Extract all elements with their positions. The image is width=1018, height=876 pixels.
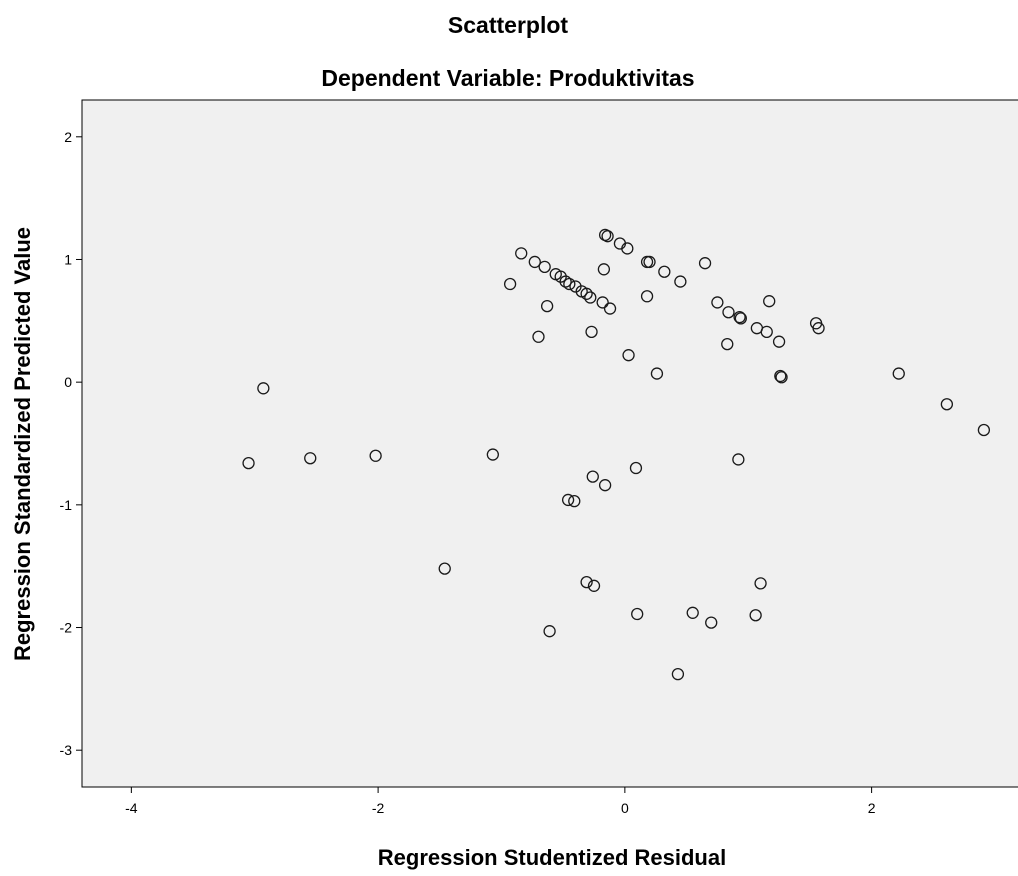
scatter-point [772, 335, 786, 348]
scatter-point [540, 299, 554, 313]
scatter-point [734, 312, 747, 325]
scatter-point [629, 461, 643, 475]
scatter-point [749, 609, 762, 622]
scatter-point [892, 367, 905, 380]
scatter-point [711, 296, 724, 309]
scatter-point [686, 606, 699, 619]
scatter-point [658, 265, 671, 278]
scatter-point [561, 493, 575, 507]
y-tick-label: -1 [60, 497, 73, 513]
scatter-point [722, 306, 735, 319]
scatter-point [586, 470, 599, 483]
scatter-point [733, 310, 746, 324]
scatter-point [585, 325, 598, 339]
scatter-point [528, 255, 541, 269]
y-tick-label: 1 [64, 251, 72, 267]
scatter-point [603, 302, 617, 315]
scatter-point [438, 562, 451, 575]
scatter-point [486, 448, 499, 461]
x-tick-label: 2 [868, 800, 876, 816]
scatter-point [563, 277, 576, 291]
scatter-point [257, 382, 270, 395]
scatter-point [640, 290, 654, 303]
scatter-point [754, 577, 767, 590]
x-tick-label: 0 [621, 800, 629, 816]
y-axis-ticks: 2 1 0 -1 -2 -3 [60, 129, 82, 758]
scatter-point [242, 456, 255, 470]
scatter-point [940, 398, 954, 411]
scatter-point [721, 337, 734, 351]
scatter-point [622, 349, 635, 362]
scatter-point [596, 296, 609, 309]
scatter-point [304, 452, 317, 465]
scatter-point [698, 257, 712, 270]
scatter-point [621, 242, 634, 255]
scatter-point [543, 625, 556, 638]
scatter-point [774, 369, 787, 383]
scatter-point [812, 322, 825, 335]
scatter-point [587, 579, 601, 592]
scatter-point [568, 495, 581, 508]
scatter-point [732, 453, 745, 466]
y-axis-label: Regression Standardized Predicted Value [10, 227, 35, 661]
scatter-point [559, 275, 572, 288]
scatter-point [674, 275, 687, 288]
scatter-point [705, 616, 718, 629]
scatter-point [503, 277, 517, 291]
scatter-point [598, 479, 612, 492]
scatter-point [775, 371, 788, 384]
y-tick-label: 2 [64, 129, 72, 145]
scatter-point [597, 263, 611, 276]
x-tick-label: -4 [125, 800, 138, 816]
scatter-point [580, 575, 593, 589]
x-axis-label: Regression Studentized Residual [378, 845, 726, 870]
scatter-point [760, 325, 773, 339]
scatter-point [650, 367, 664, 380]
scatter-point [580, 287, 593, 300]
scatter-point [631, 607, 644, 621]
y-tick-label: 0 [64, 374, 72, 390]
scatter-point [601, 230, 614, 243]
y-tick-label: -2 [60, 620, 73, 636]
scatter-point [977, 423, 991, 437]
scatter-point [369, 449, 382, 462]
scatter-point [763, 295, 776, 308]
chart-subtitle: Dependent Variable: Produktivitas [321, 65, 694, 91]
plot-area [81, 99, 1018, 788]
chart-title: Scatterplot [448, 12, 568, 38]
data-points [242, 228, 991, 681]
scatter-point [671, 667, 685, 681]
x-axis-ticks: -4 -2 0 2 [125, 787, 876, 816]
scatter-point [532, 330, 545, 343]
scatter-point [538, 260, 551, 273]
scatter-point [643, 255, 656, 269]
x-tick-label: -2 [372, 800, 385, 816]
scatter-point [584, 291, 597, 304]
y-tick-label: -3 [60, 742, 73, 758]
scatter-point [515, 247, 528, 260]
